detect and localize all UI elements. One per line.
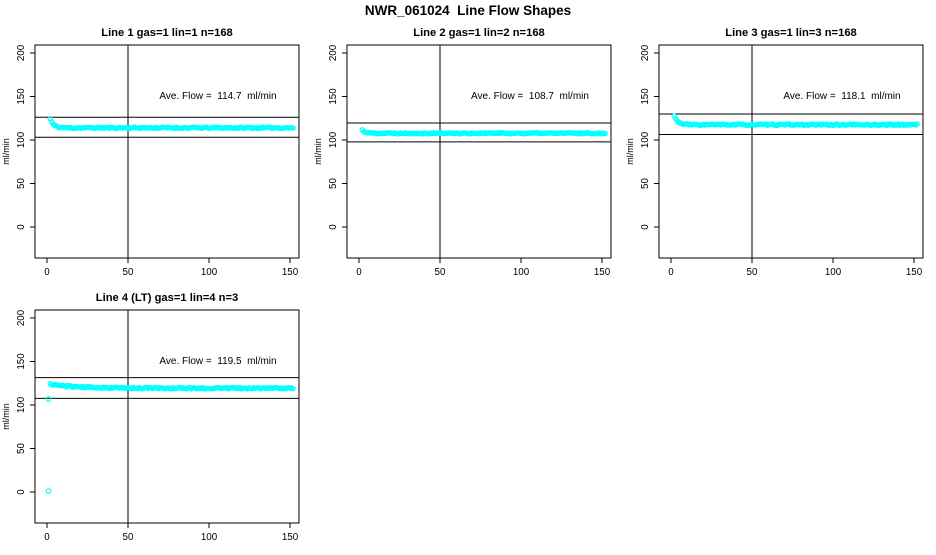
plot-box	[34, 44, 300, 259]
y-tick-label: 100	[640, 131, 651, 148]
panel-title: Line 3 gas=1 lin=3 n=168	[725, 27, 857, 39]
avg-flow-annotation: Ave. Flow = 119.5 ml/min	[159, 356, 276, 367]
y-tick-label: 200	[16, 44, 27, 61]
y-axis-label: ml/min	[313, 138, 323, 165]
panel-title: Line 1 gas=1 lin=1 n=168	[101, 27, 233, 39]
y-tick-label: 50	[328, 178, 339, 189]
x-tick-label: 50	[435, 267, 446, 278]
data-points	[47, 115, 296, 132]
figure-title: NWR_061024 Line Flow Shapes	[364, 3, 572, 18]
data-points	[45, 380, 296, 495]
y-tick-label: 150	[16, 88, 27, 105]
y-tick-label: 200	[328, 44, 339, 61]
x-tick-label: 150	[594, 267, 611, 278]
x-tick-label: 50	[747, 267, 758, 278]
x-tick-label: 100	[513, 267, 530, 278]
panel-3: Line 3 gas=1 lin=3 n=168 0 50 100 150 200 ml/m…	[624, 23, 936, 288]
data-points	[359, 127, 608, 137]
x-tick-label: 100	[825, 267, 842, 278]
data-point	[914, 121, 920, 127]
y-tick-label: 50	[16, 178, 27, 189]
x-tick-label: 150	[906, 267, 923, 278]
data-point	[290, 125, 296, 131]
data-points	[671, 113, 920, 129]
panel-1: Line 1 gas=1 lin=1 n=168 0 50 100 150 200 ml/m…	[0, 23, 312, 288]
plot-box	[34, 309, 300, 524]
avg-flow-annotation: Ave. Flow = 114.7 ml/min	[159, 91, 276, 102]
x-tick-label: 150	[282, 267, 299, 278]
x-tick-label: 0	[44, 267, 50, 278]
y-tick-label: 100	[328, 131, 339, 148]
data-point	[602, 130, 608, 137]
panel-4: Line 4 (LT) gas=1 lin=4 n=3 0 50 100 150 200 m…	[0, 288, 312, 553]
y-tick-label: 0	[16, 224, 27, 230]
y-tick-label: 100	[16, 396, 27, 413]
x-tick-label: 50	[123, 267, 134, 278]
avg-flow-annotation: Ave. Flow = 118.1 ml/min	[783, 91, 900, 102]
outlier-point	[45, 395, 52, 402]
x-tick-label: 0	[44, 532, 50, 543]
y-tick-label: 150	[16, 353, 27, 370]
x-tick-label: 0	[668, 267, 674, 278]
panel-1-plot: Line 1 gas=1 lin=1 n=168 0 50 100 150 200 ml/m…	[1, 27, 300, 278]
y-tick-label: 0	[640, 224, 651, 230]
y-tick-label: 0	[16, 489, 27, 495]
outlier-point	[45, 488, 52, 495]
y-tick-label: 50	[640, 178, 651, 189]
y-tick-label: 200	[640, 44, 651, 61]
panels-grid: Line 1 gas=1 lin=1 n=168 0 50 100 150 200 ml/m…	[0, 23, 936, 543]
panel-4-plot: Line 4 (LT) gas=1 lin=4 n=3 0 50 100 150 200 m…	[1, 292, 300, 543]
y-tick-label: 0	[328, 224, 339, 230]
x-tick-label: 150	[282, 532, 299, 543]
plot-box	[346, 44, 612, 259]
y-tick-label: 150	[328, 88, 339, 105]
y-axis-label: ml/min	[1, 403, 11, 430]
plot-box	[658, 44, 924, 259]
y-tick-label: 200	[16, 309, 27, 326]
x-tick-label: 50	[123, 532, 134, 543]
panel-3-plot: Line 3 gas=1 lin=3 n=168 0 50 100 150 200 ml/m…	[625, 27, 924, 278]
panel-title: Line 4 (LT) gas=1 lin=4 n=3	[96, 292, 238, 304]
y-tick-label: 100	[16, 131, 27, 148]
y-axis-label: ml/min	[625, 138, 635, 165]
y-axis-label: ml/min	[1, 138, 11, 165]
x-tick-label: 0	[356, 267, 362, 278]
y-tick-label: 150	[640, 88, 651, 105]
panel-2-plot: Line 2 gas=1 lin=2 n=168 0 50 100 150 200 ml/m…	[313, 27, 612, 278]
y-tick-label: 50	[16, 443, 27, 454]
data-point	[290, 385, 296, 392]
x-tick-label: 100	[201, 532, 218, 543]
avg-flow-annotation: Ave. Flow = 108.7 ml/min	[471, 91, 589, 102]
panel-title: Line 2 gas=1 lin=2 n=168	[413, 27, 545, 39]
x-tick-label: 100	[201, 267, 218, 278]
panel-2: Line 2 gas=1 lin=2 n=168 0 50 100 150 200 ml/m…	[312, 23, 624, 288]
